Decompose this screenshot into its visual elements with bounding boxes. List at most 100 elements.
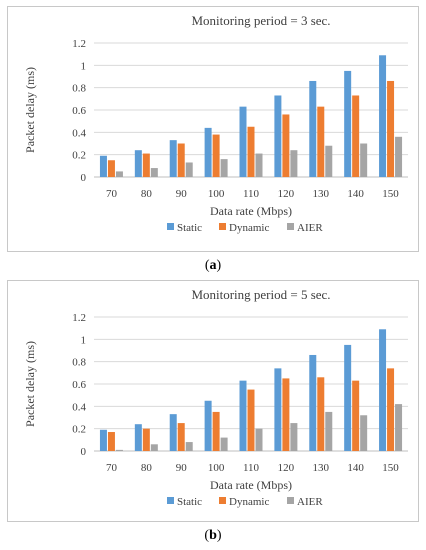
bar-dynamic — [387, 80, 395, 177]
legend-swatch-aier — [287, 497, 294, 504]
bar-aier — [395, 404, 403, 451]
legend-swatch-static — [167, 497, 174, 504]
x-tick-label: 120 — [278, 188, 295, 200]
bar-static — [99, 429, 107, 451]
bar-static — [379, 55, 387, 177]
x-tick-label: 130 — [313, 462, 330, 474]
legend-swatch-static — [167, 223, 174, 230]
x-tick-label: 140 — [347, 188, 364, 200]
bar-aier — [325, 145, 333, 177]
legend-label-dynamic: Dynamic — [229, 496, 269, 508]
bar-dynamic — [177, 143, 185, 177]
bar-aier — [150, 444, 158, 451]
y-tick-label: 1.2 — [72, 38, 86, 50]
y-tick-label: 0.4 — [72, 127, 86, 139]
bar-aier — [185, 442, 193, 451]
bar-static — [239, 106, 247, 177]
y-axis-label: Packet delay (ms) — [23, 341, 37, 427]
bar-static — [169, 140, 177, 177]
legend-label-aier: AIER — [297, 222, 323, 234]
y-tick-label: 0.8 — [72, 83, 86, 95]
legend-swatch-dynamic — [219, 497, 226, 504]
chart-a: Monitoring period = 3 sec. 0 0.2 0.4 0.6 0.8 1… — [23, 13, 408, 234]
bar-dynamic — [142, 153, 150, 177]
caption-b-open: ( — [204, 528, 210, 543]
bar-aier — [290, 423, 298, 451]
bar-dynamic — [107, 432, 115, 451]
y-tick-label: 0.6 — [72, 105, 86, 117]
bar-dynamic — [107, 160, 115, 177]
bar-static — [344, 70, 352, 177]
x-tick-label: 90 — [176, 462, 188, 474]
y-tick-label: 1 — [81, 334, 87, 346]
bar-aier — [395, 136, 403, 177]
y-axis-label: Packet delay (ms) — [23, 67, 37, 153]
bar-static — [99, 155, 107, 177]
legend-swatch-dynamic — [219, 223, 226, 230]
x-tick-label: 110 — [243, 462, 260, 474]
bar-static — [309, 354, 317, 451]
x-tick-label: 120 — [278, 462, 295, 474]
bar-dynamic — [247, 126, 255, 177]
bar-aier — [325, 411, 333, 451]
bar-aier — [150, 168, 158, 177]
x-tick-label: 150 — [382, 462, 399, 474]
caption-a-letter: a — [209, 258, 217, 273]
caption-b-letter: b — [209, 528, 217, 543]
y-tick-label: 0.6 — [72, 379, 86, 391]
x-tick-label: 80 — [141, 188, 153, 200]
x-axis-label: Data rate (Mbps) — [210, 478, 292, 492]
x-tick-label: 100 — [208, 188, 225, 200]
caption-a-close: ) — [216, 258, 222, 273]
x-tick-label: 100 — [208, 462, 225, 474]
bar-static — [344, 344, 352, 451]
chart-b: Monitoring period = 5 sec. 0 0.2 0.4 0.6 0.8 1… — [23, 287, 408, 508]
legend-label-static: Static — [177, 496, 202, 508]
bar-aier — [255, 428, 263, 451]
bar-static — [204, 127, 212, 177]
caption-b: (b) — [0, 528, 426, 544]
bar-aier — [290, 150, 298, 177]
bar-dynamic — [387, 368, 395, 451]
bar-static — [134, 150, 142, 177]
bar-aier — [360, 415, 368, 451]
chart-panel-b: Monitoring period = 5 sec. 0 0.2 0.4 0.6 0.8 1… — [7, 280, 419, 522]
bar-aier — [185, 162, 193, 177]
x-tick-label: 110 — [243, 188, 260, 200]
bar-aier — [255, 153, 263, 177]
chart-title: Monitoring period = 5 sec. — [191, 287, 330, 302]
bar-static — [379, 329, 387, 451]
bar-dynamic — [317, 377, 325, 451]
bar-aier — [115, 449, 123, 451]
bar-dynamic — [247, 389, 255, 451]
chart-panel-a: Monitoring period = 3 sec. 0 0.2 0.4 0.6 0.8 1… — [7, 6, 419, 252]
x-tick-label: 140 — [347, 462, 364, 474]
bar-aier — [220, 437, 228, 451]
bar-aier — [360, 143, 368, 177]
bar-static — [169, 414, 177, 451]
bar-dynamic — [142, 428, 150, 451]
y-tick-label: 0.8 — [72, 357, 86, 369]
y-tick-label: 0 — [81, 172, 87, 184]
chart-title: Monitoring period = 3 sec. — [191, 13, 330, 28]
legend-label-aier: AIER — [297, 496, 323, 508]
bar-dynamic — [352, 95, 360, 177]
legend-label-static: Static — [177, 222, 202, 234]
bar-static — [204, 400, 212, 451]
bar-static — [309, 80, 317, 177]
y-tick-label: 0 — [81, 446, 87, 458]
x-tick-label: 150 — [382, 188, 399, 200]
bar-dynamic — [212, 411, 220, 451]
bar-dynamic — [317, 106, 325, 177]
caption-a-open: ( — [204, 258, 210, 273]
bar-aier — [220, 159, 228, 177]
bar-aier — [115, 171, 123, 177]
x-tick-label: 90 — [176, 188, 188, 200]
x-axis-label: Data rate (Mbps) — [210, 204, 292, 218]
y-tick-label: 1.2 — [72, 312, 86, 324]
bar-dynamic — [177, 423, 185, 451]
y-tick-label: 0.4 — [72, 401, 86, 413]
y-tick-label: 1 — [81, 60, 87, 72]
bar-static — [274, 368, 282, 451]
bar-dynamic — [352, 380, 360, 451]
